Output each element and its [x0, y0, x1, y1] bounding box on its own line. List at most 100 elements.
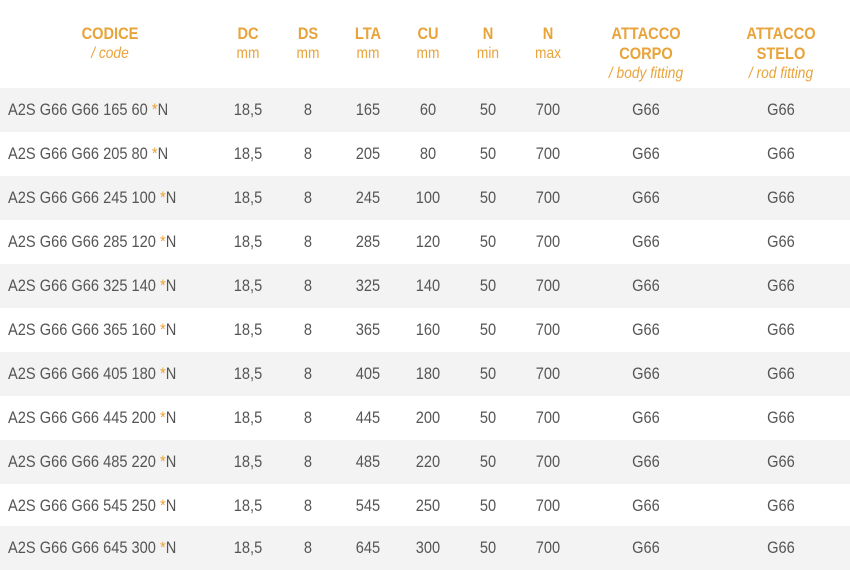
header-codice: CODICE / code — [65, 24, 154, 64]
code-suffix: N — [165, 320, 177, 339]
cell-nmin: 50 — [479, 452, 497, 471]
cell-rod-fitting: G66 — [767, 496, 795, 515]
cell-cu: 220 — [415, 452, 441, 471]
cell-rod-fitting: G66 — [767, 232, 795, 251]
cell-code: A2S G66 G66 165 60 *N — [8, 88, 197, 132]
header-nmin-unit: min — [476, 45, 500, 62]
code-text: A2S G66 G66 405 180 — [8, 364, 161, 383]
cell-dc: 18,5 — [233, 496, 263, 515]
cell-cu: 120 — [415, 232, 441, 251]
cell-cu: 300 — [415, 538, 441, 557]
code-text: A2S G66 G66 325 140 — [8, 276, 161, 295]
header-body-fitting-subtitle: / body fitting — [608, 65, 684, 82]
cell-ds: 8 — [303, 188, 313, 207]
cell-lta: 445 — [355, 408, 381, 427]
header-lta-unit: mm — [356, 45, 380, 62]
code-suffix: N — [165, 452, 177, 471]
header-ds-title: DS — [297, 24, 319, 43]
table-row: A2S G66 G66 165 60 *N 18,5 8 165 60 50 7… — [0, 88, 850, 132]
table-row: A2S G66 G66 365 160 *N 18,5 8 365 160 50… — [0, 308, 850, 352]
cell-cu: 140 — [415, 276, 441, 295]
header-lta-title: LTA — [354, 24, 382, 43]
cell-nmin: 50 — [479, 408, 497, 427]
cell-lta: 245 — [355, 188, 381, 207]
cell-rod-fitting: G66 — [767, 408, 795, 427]
cell-code: A2S G66 G66 365 160 *N — [8, 308, 197, 352]
cell-nmin: 50 — [479, 276, 497, 295]
cell-dc: 18,5 — [233, 320, 263, 339]
cell-nmin: 50 — [479, 364, 497, 383]
header-dc-unit: mm — [236, 45, 260, 62]
cell-rod-fitting: G66 — [767, 188, 795, 207]
cell-nmax: 700 — [535, 232, 561, 251]
cell-nmax: 700 — [535, 496, 561, 515]
header-codice-title: CODICE — [81, 24, 139, 43]
asterisk-mark: * — [151, 100, 158, 119]
cell-lta: 645 — [355, 538, 381, 557]
cell-lta: 205 — [355, 144, 381, 163]
code-suffix: N — [165, 188, 177, 207]
asterisk-mark: * — [160, 188, 166, 207]
cell-nmax: 700 — [535, 452, 561, 471]
header-nmin: N min — [462, 24, 514, 64]
code-suffix: N — [157, 100, 169, 119]
table-row: A2S G66 G66 205 80 *N 18,5 8 205 80 50 7… — [0, 132, 850, 176]
cell-body-fitting: G66 — [632, 496, 660, 515]
cell-lta: 165 — [355, 100, 381, 119]
cell-cu: 100 — [415, 188, 441, 207]
cell-dc: 18,5 — [233, 452, 263, 471]
table-row: A2S G66 G66 325 140 *N 18,5 8 325 140 50… — [0, 264, 850, 308]
cell-dc: 18,5 — [233, 188, 263, 207]
cell-lta: 545 — [355, 496, 381, 515]
header-nmax-title: N — [542, 24, 554, 43]
cell-body-fitting: G66 — [632, 232, 660, 251]
asterisk-mark: * — [160, 364, 166, 383]
cell-rod-fitting: G66 — [767, 320, 795, 339]
cell-dc: 18,5 — [233, 538, 263, 557]
header-ds-unit: mm — [296, 45, 320, 62]
code-text: A2S G66 G66 285 120 — [8, 232, 161, 251]
cell-code: A2S G66 G66 285 120 *N — [8, 220, 197, 264]
cell-ds: 8 — [303, 276, 313, 295]
cell-cu: 80 — [419, 144, 437, 163]
cell-rod-fitting: G66 — [767, 364, 795, 383]
cell-nmin: 50 — [479, 188, 497, 207]
code-suffix: N — [165, 232, 177, 251]
cell-ds: 8 — [303, 320, 313, 339]
header-nmax-unit: max — [534, 45, 561, 62]
header-rod-fitting: ATTACCO STELO / rod fitting — [721, 24, 841, 84]
cell-lta: 405 — [355, 364, 381, 383]
cell-nmin: 50 — [479, 538, 497, 557]
cell-dc: 18,5 — [233, 144, 263, 163]
code-suffix: N — [165, 276, 177, 295]
cell-rod-fitting: G66 — [767, 144, 795, 163]
header-rod-fitting-subtitle: / rod fitting — [748, 65, 814, 82]
header-cu-title: CU — [417, 24, 439, 43]
asterisk-mark: * — [160, 538, 166, 557]
cell-ds: 8 — [303, 452, 313, 471]
cell-body-fitting: G66 — [632, 538, 660, 557]
cell-cu: 160 — [415, 320, 441, 339]
table-row: A2S G66 G66 245 100 *N 18,5 8 245 100 50… — [0, 176, 850, 220]
cell-code: A2S G66 G66 545 250 *N — [8, 484, 197, 528]
code-text: A2S G66 G66 645 300 — [8, 538, 161, 557]
asterisk-mark: * — [160, 452, 166, 471]
code-text: A2S G66 G66 445 200 — [8, 408, 161, 427]
cell-lta: 485 — [355, 452, 381, 471]
cell-dc: 18,5 — [233, 276, 263, 295]
cell-code: A2S G66 G66 245 100 *N — [8, 176, 197, 220]
header-body-fitting-title: ATTACCO CORPO — [611, 24, 681, 63]
cell-dc: 18,5 — [233, 408, 263, 427]
cell-ds: 8 — [303, 538, 313, 557]
cell-code: A2S G66 G66 645 300 *N — [8, 526, 197, 570]
cell-body-fitting: G66 — [632, 452, 660, 471]
header-dc-title: DC — [237, 24, 259, 43]
cell-cu: 180 — [415, 364, 441, 383]
asterisk-mark: * — [160, 408, 166, 427]
cell-nmax: 700 — [535, 538, 561, 557]
cell-rod-fitting: G66 — [767, 538, 795, 557]
cell-ds: 8 — [303, 364, 313, 383]
code-suffix: N — [165, 408, 177, 427]
header-cu: CU mm — [402, 24, 454, 64]
cell-ds: 8 — [303, 100, 313, 119]
